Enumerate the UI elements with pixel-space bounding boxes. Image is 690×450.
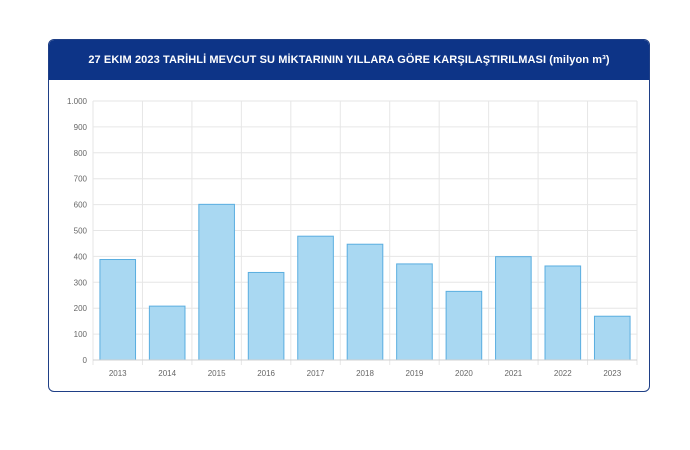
x-tick-label: 2016 [257,369,275,378]
bar-2021 [495,256,532,361]
chart-area: 0 100 200 300 400 500 600 700 800 900 1.000 2013 201… [49,80,649,391]
x-tick-label: 2022 [554,369,572,378]
y-tick-label: 200 [74,304,88,313]
x-tick-label: 2019 [406,369,424,378]
bar-2015 [198,203,235,361]
bar-2013 [99,259,137,361]
y-tick-label: 700 [74,175,88,184]
y-tick-label: 800 [74,149,88,158]
bar-2016 [247,271,285,361]
bar-2020 [445,290,483,361]
x-tick-label: 2018 [356,369,374,378]
bar-2019 [396,263,433,361]
x-tick-label: 2017 [307,369,325,378]
y-tick-label: 300 [74,278,88,287]
bar-2018 [346,243,384,361]
chart-card: 27 EKIM 2023 TARİHLİ MEVCUT SU MİKTARINI… [48,39,650,392]
bar-2014 [148,305,186,361]
x-tick-label: 2021 [504,369,522,378]
bar-2023 [593,315,631,361]
x-tick-label: 2013 [109,369,127,378]
bar-chart: 0 100 200 300 400 500 600 700 800 900 1.000 2013 201… [67,97,638,378]
y-tick-label: 600 [74,201,88,210]
y-tick-label: 400 [74,252,88,261]
y-tick-label: 0 [83,356,88,365]
x-tick-label: 2020 [455,369,473,378]
y-tick-label: 100 [74,330,88,339]
y-tick-label: 500 [74,227,88,236]
bar-2017 [297,235,334,361]
y-tick-label: 900 [74,123,88,132]
chart-title: 27 EKIM 2023 TARİHLİ MEVCUT SU MİKTARINI… [49,40,649,80]
y-tick-label: 1.000 [67,97,88,106]
x-tick-label: 2015 [208,369,226,378]
x-tick-label: 2014 [158,369,176,378]
bar-2022 [544,265,582,361]
x-tick-label: 2023 [603,369,621,378]
